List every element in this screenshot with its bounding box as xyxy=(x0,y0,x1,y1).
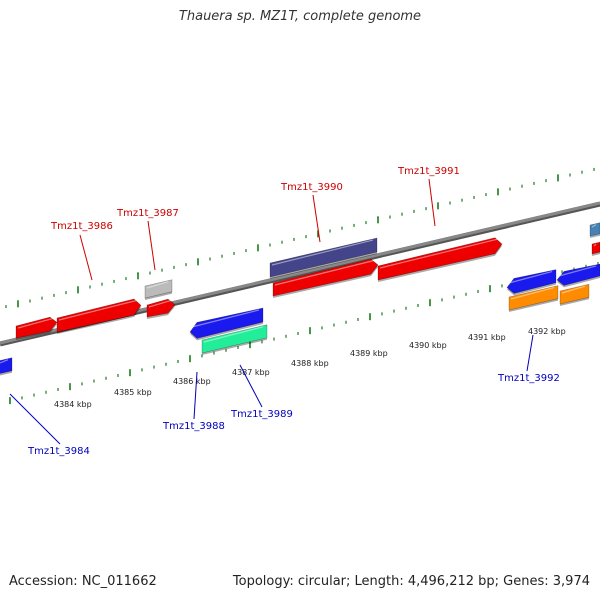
scale-label: 4390 kbp xyxy=(409,341,447,350)
leader-line-tmz1t_3990 xyxy=(312,194,321,243)
gene-steel-3993-highlight xyxy=(591,224,597,228)
gene-red-3987b xyxy=(146,298,176,318)
scale-label: 4388 kbp xyxy=(291,359,329,368)
gene-red-3990 xyxy=(272,258,379,297)
gene-label-tmz1t_3989: Tmz1t_3989 xyxy=(230,409,293,420)
gene-red-3993 xyxy=(591,241,600,255)
gene-orange-3992b-highlight xyxy=(561,285,586,294)
map-title: Thauera sp. MZ1T, complete genome xyxy=(178,9,422,24)
gene-blue-3988-highlight xyxy=(191,309,260,328)
gene-blue-3992 xyxy=(506,269,557,294)
gene-red-3990-highlight xyxy=(274,259,375,286)
gene-orange-3992b xyxy=(559,283,590,305)
scale-label: 4392 kbp xyxy=(528,327,566,336)
scale-label: 4386 kbp xyxy=(173,377,211,386)
scale-label: 4387 kbp xyxy=(232,368,270,377)
gene-label-tmz1t_3991: Tmz1t_3991 xyxy=(397,166,460,177)
gene-teal-3989-highlight xyxy=(203,326,264,343)
scale-label: 4391 kbp xyxy=(468,333,506,342)
gene-blue-3992b-highlight xyxy=(558,265,597,277)
gene-label-tmz1t_3990: Tmz1t_3990 xyxy=(280,182,343,193)
gene-label-tmz1t_3992: Tmz1t_3992 xyxy=(497,373,560,384)
gene-steel-3993 xyxy=(589,222,600,237)
leader-line-tmz1t_3986 xyxy=(79,234,93,281)
gene-label-tmz1t_3987: Tmz1t_3987 xyxy=(116,208,179,219)
gene-gray-3987 xyxy=(144,279,173,299)
leader-line-tmz1t_3991 xyxy=(428,178,436,227)
gene-label-tmz1t_3984: Tmz1t_3984 xyxy=(27,446,90,457)
leader-line-tmz1t_3984 xyxy=(9,393,61,445)
gene-red-3991 xyxy=(377,237,503,281)
gene-blue-3984 xyxy=(0,357,13,374)
leader-line-tmz1t_3992 xyxy=(526,334,534,372)
scale-label: 4385 kbp xyxy=(114,388,152,397)
gene-blue-3992b xyxy=(556,263,600,286)
gene-blue-3992-highlight xyxy=(508,270,553,284)
scale-label: 4389 kbp xyxy=(350,349,388,358)
gene-gray-3987-highlight xyxy=(146,281,169,289)
gene-red-3986 xyxy=(56,298,142,333)
gene-blue-3988 xyxy=(189,307,264,339)
genome-summary-text: Topology: circular; Length: 4,496,212 bp… xyxy=(232,574,590,589)
gene-blue-3984-highlight xyxy=(0,359,9,364)
gene-purple-3990-highlight xyxy=(271,239,374,266)
leader-line-tmz1t_3987 xyxy=(147,220,156,271)
gene-red-3985-highlight xyxy=(17,317,54,329)
gene-label-tmz1t_3988: Tmz1t_3988 xyxy=(162,421,225,432)
gene-red-3987b-highlight xyxy=(148,299,172,308)
gene-red-3993-highlight xyxy=(593,243,597,247)
gene-red-3991-highlight xyxy=(379,238,499,269)
accession-text: Accession: NC_011662 xyxy=(9,574,157,589)
gene-red-3986-highlight xyxy=(58,299,138,321)
leader-line-tmz1t_3988 xyxy=(193,371,198,420)
gene-purple-3990 xyxy=(269,237,378,278)
leader-line-tmz1t_3989 xyxy=(239,364,263,408)
gene-orange-3992 xyxy=(508,285,559,311)
scale-label: 4384 kbp xyxy=(54,400,92,409)
gene-red-3985 xyxy=(15,316,58,339)
gene-label-tmz1t_3986: Tmz1t_3986 xyxy=(50,221,113,232)
gene-orange-3992-highlight xyxy=(510,286,555,300)
gene-teal-3989 xyxy=(201,324,268,354)
